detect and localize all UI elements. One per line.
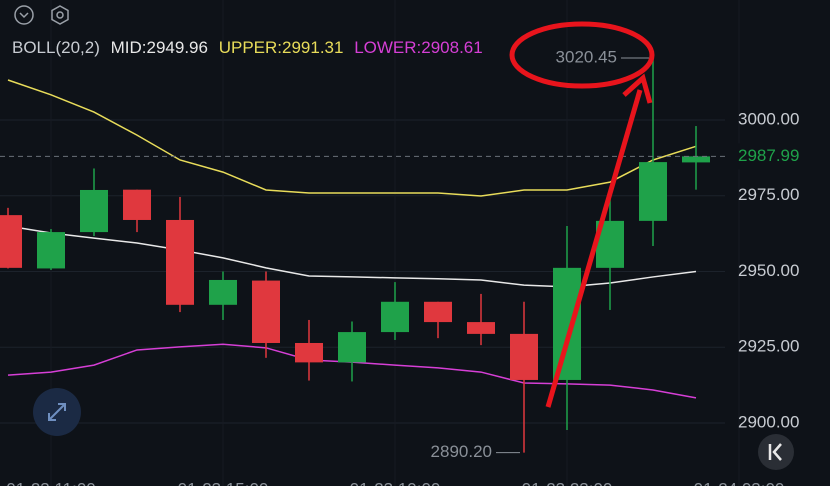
candle-body — [682, 156, 710, 163]
collapse-chevron — [19, 12, 29, 19]
mid-value: 2949.96 — [147, 38, 208, 57]
latest-icon — [768, 443, 782, 461]
candle-body — [553, 267, 581, 380]
candle-body — [209, 279, 237, 305]
upper-label: UPPER: — [219, 38, 282, 57]
latest-bg — [758, 434, 794, 470]
candle-body — [639, 162, 667, 221]
candle-body — [123, 189, 151, 220]
indicator-name: BOLL(20,2) — [12, 38, 100, 57]
y-tick-label: 3000.00 — [738, 109, 799, 128]
candle-body — [510, 333, 538, 380]
candle-body — [37, 232, 65, 269]
candle-body — [166, 219, 194, 305]
candle-body — [381, 301, 409, 333]
lower-value: 2908.61 — [421, 38, 482, 57]
latest-button[interactable] — [758, 434, 794, 470]
candle-body — [252, 280, 280, 343]
collapse-icon[interactable] — [14, 5, 34, 25]
y-tick-label: 2900.00 — [738, 412, 799, 431]
y-tick-label: 2925.00 — [738, 337, 799, 356]
upper-value: 2991.31 — [282, 38, 343, 57]
annotation-arrow — [545, 89, 643, 408]
x-tick-label: 01-24 03:00 — [694, 479, 785, 486]
expand-icon — [48, 403, 66, 421]
bollinger-upper_band — [7, 79, 697, 197]
x-tick-label: 01-23 23:00 — [522, 479, 613, 486]
candle-body — [295, 342, 323, 363]
expand-button[interactable] — [33, 388, 81, 436]
plot — [0, 58, 710, 453]
last-price-label: 2987.99 — [738, 146, 799, 165]
annotation-arrowhead — [622, 73, 653, 104]
settings-dot — [56, 11, 64, 19]
indicator-legend: BOLL(20,2) MID:2949.96 UPPER:2991.31 LOW… — [12, 38, 483, 57]
x-tick-label: 01-23 15:00 — [178, 479, 269, 486]
low-label: 2890.20 — [431, 442, 492, 461]
candle-body — [424, 301, 452, 323]
y-tick-label: 2975.00 — [738, 185, 799, 204]
y-tick-label: 2950.00 — [738, 261, 799, 280]
settings-icons — [14, 5, 69, 25]
candle-body — [0, 215, 22, 268]
annotation-circle — [509, 21, 655, 89]
annotation — [509, 21, 655, 408]
lower-label: LOWER: — [354, 38, 421, 57]
candle-body — [338, 332, 366, 363]
high-label: 3020.45 — [556, 48, 617, 67]
candle-body — [467, 322, 495, 334]
x-tick-label: 01-23 19:00 — [350, 479, 441, 486]
settings-icon[interactable] — [51, 5, 69, 25]
candle-body — [80, 189, 108, 233]
x-tick-label: 01-23 11:00 — [6, 479, 95, 486]
last-price-box — [730, 143, 830, 170]
mid-label: MID: — [111, 38, 147, 57]
